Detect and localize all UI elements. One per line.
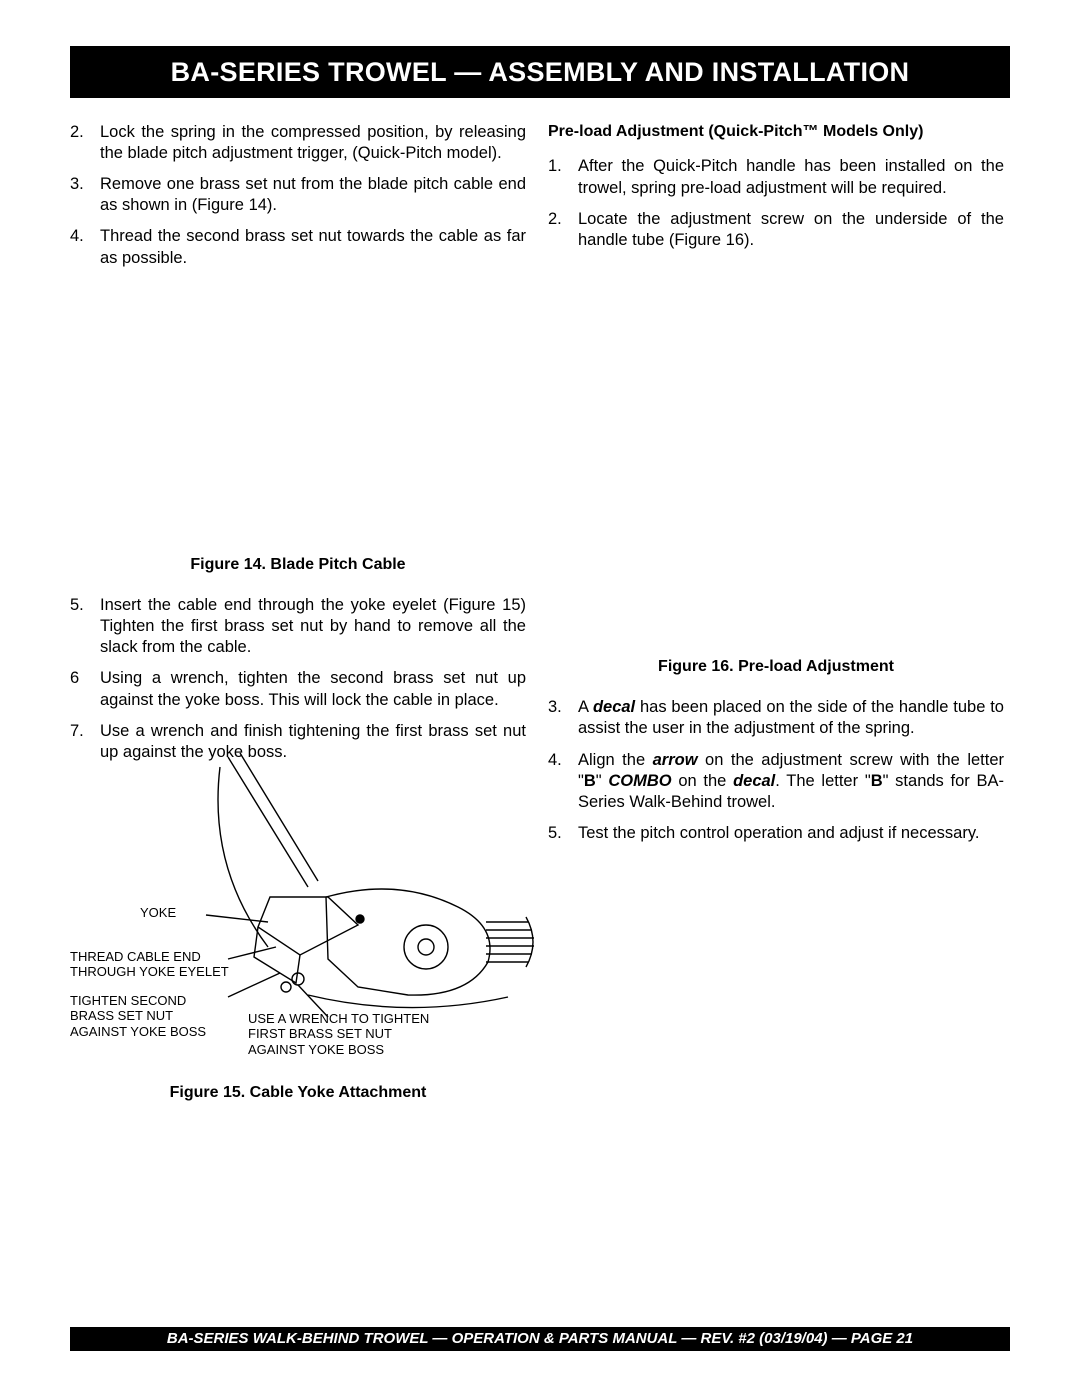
step-item: 5.Insert the cable end through the yoke … <box>70 595 526 658</box>
step-number: 4. <box>70 226 100 268</box>
letter-b-emphasis: B <box>584 772 596 790</box>
callout-yoke: YOKE <box>140 905 176 920</box>
step-number: 5. <box>548 823 578 844</box>
footer-bar: BA-SERIES WALK-BEHIND TROWEL — OPERATION… <box>70 1327 1010 1351</box>
callout-thread: THREAD CABLE END THROUGH YOKE EYELET <box>70 949 238 980</box>
step-number: 2. <box>548 209 578 251</box>
figure-16-image <box>548 261 1004 651</box>
right-steps-b: 3. A decal has been placed on the side o… <box>548 697 1004 844</box>
arrow-emphasis: arrow <box>653 751 698 769</box>
callout-second: TIGHTEN SECOND BRASS SET NUT AGAINST YOK… <box>70 993 230 1039</box>
decal-emphasis: decal <box>733 772 775 790</box>
left-steps-b: 5.Insert the cable end through the yoke … <box>70 595 526 763</box>
step-text: Insert the cable end through the yoke ey… <box>100 595 526 658</box>
step-item: 4.Thread the second brass set nut toward… <box>70 226 526 268</box>
step-text: Align the arrow on the adjustment screw … <box>578 750 1004 813</box>
combo-emphasis: COMBO <box>608 772 671 790</box>
preload-heading: Pre-load Adjustment (Quick-Pitch™ Models… <box>548 122 1004 142</box>
step-text: Thread the second brass set nut towards … <box>100 226 526 268</box>
callout-wrench: USE A WRENCH TO TIGHTEN FIRST BRASS SET … <box>248 1011 448 1057</box>
figure-14-caption: Figure 14. Blade Pitch Cable <box>70 555 526 575</box>
step-item: 4. Align the arrow on the adjustment scr… <box>548 750 1004 813</box>
left-column: 2.Lock the spring in the compressed posi… <box>70 122 526 1123</box>
step-text: A decal has been placed on the side of t… <box>578 697 1004 739</box>
step-number: 2. <box>70 122 100 164</box>
step-number: 1. <box>548 156 578 198</box>
left-steps-a: 2.Lock the spring in the compressed posi… <box>70 122 526 269</box>
figure-15-caption: Figure 15. Cable Yoke Attachment <box>70 1083 526 1103</box>
step-number: 5. <box>70 595 100 658</box>
step-number: 7. <box>70 721 100 763</box>
figure-14-image <box>70 279 526 549</box>
figure-15-image: YOKE THREAD CABLE END THROUGH YOKE EYELE… <box>70 773 526 1083</box>
step-item: 6Using a wrench, tighten the second bras… <box>70 668 526 710</box>
step-text: Locate the adjustment screw on the under… <box>578 209 1004 251</box>
step-text: After the Quick-Pitch handle has been in… <box>578 156 1004 198</box>
right-column: Pre-load Adjustment (Quick-Pitch™ Models… <box>548 122 1004 1123</box>
step-item: 1.After the Quick-Pitch handle has been … <box>548 156 1004 198</box>
step-text: Lock the spring in the compressed positi… <box>100 122 526 164</box>
step-item: 2.Lock the spring in the compressed posi… <box>70 122 526 164</box>
text-fragment: has been placed on the side of the handl… <box>578 698 1004 737</box>
figure-16-caption: Figure 16. Pre-load Adjustment <box>548 657 1004 677</box>
letter-b-emphasis: B <box>871 772 883 790</box>
text-fragment: . The letter " <box>775 772 870 790</box>
step-text: Using a wrench, tighten the second brass… <box>100 668 526 710</box>
right-steps-a: 1.After the Quick-Pitch handle has been … <box>548 156 1004 250</box>
decal-emphasis: decal <box>593 698 635 716</box>
step-number: 3. <box>70 174 100 216</box>
step-number: 6 <box>70 668 100 710</box>
text-fragment: " <box>596 772 609 790</box>
step-item: 3.Remove one brass set nut from the blad… <box>70 174 526 216</box>
page-title-bar: BA-SERIES TROWEL — ASSEMBLY AND INSTALLA… <box>70 46 1010 98</box>
text-fragment: on the <box>672 772 733 790</box>
step-item: 3. A decal has been placed on the side o… <box>548 697 1004 739</box>
step-item: 5.Test the pitch control operation and a… <box>548 823 1004 844</box>
step-number: 4. <box>548 750 578 813</box>
text-fragment: Align the <box>578 751 653 769</box>
step-number: 3. <box>548 697 578 739</box>
step-text: Test the pitch control operation and adj… <box>578 823 1004 844</box>
step-text: Remove one brass set nut from the blade … <box>100 174 526 216</box>
text-fragment: A <box>578 698 593 716</box>
content-columns: 2.Lock the spring in the compressed posi… <box>70 122 1010 1123</box>
step-item: 2.Locate the adjustment screw on the und… <box>548 209 1004 251</box>
